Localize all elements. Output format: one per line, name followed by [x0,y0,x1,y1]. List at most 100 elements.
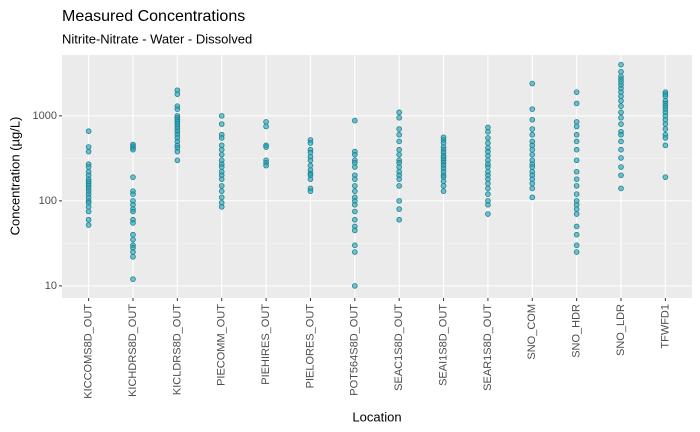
point [618,93,624,100]
point [618,164,624,170]
x-tick-label: SNO_COM [526,304,538,360]
x-tick-label: KICHDRS8D_OUT [127,304,139,397]
point [174,106,181,112]
point [573,100,580,107]
x-tick-label: KICCOMS8D_OUT [83,304,95,399]
point [573,223,580,230]
point [485,164,491,170]
point [440,188,447,194]
point [529,116,536,123]
point [662,121,669,127]
y-axis-label: Concentration (µg/L) [7,117,22,236]
point [529,185,536,192]
point [174,148,181,155]
y-tick-label: 100 [39,195,57,207]
point [573,157,580,164]
point [352,283,358,289]
chart-title: Measured Concentrations [62,8,245,25]
point [85,128,92,135]
point [396,131,402,138]
x-tick-label: KICLDRS8D_OUT [171,304,183,395]
point [485,201,491,208]
point [618,114,624,121]
points [85,61,669,289]
x-tick-label: SNO_HDR [571,304,583,358]
chart-subtitle: Nitrite-Nitrate - Water - Dissolved [62,31,252,46]
point [529,180,536,187]
point [573,191,580,197]
point [485,140,491,146]
point [573,231,580,238]
point [529,194,536,201]
point [573,138,580,145]
point [396,164,402,170]
x-tick-label: POT564S8D_OUT [349,304,361,396]
point [618,146,624,153]
y-tick-label: 1000 [33,110,57,122]
point [662,93,669,100]
point [85,144,92,150]
point [263,123,269,130]
point [218,146,225,153]
point [85,208,92,215]
point [218,188,225,194]
point [573,123,580,130]
point [130,253,136,260]
point [529,164,536,170]
point [218,121,225,127]
point [618,98,624,104]
point [485,211,491,217]
point [263,144,269,150]
point [485,180,491,187]
point [130,220,136,226]
point [218,164,225,170]
point [396,146,402,153]
point [85,164,92,170]
point [85,204,92,210]
point [485,128,491,135]
plot-panel [62,55,692,298]
point [307,157,314,164]
point [573,119,580,125]
point [130,191,136,197]
point [218,183,225,189]
point [174,91,181,97]
point [485,185,491,192]
point [662,174,669,180]
x-tick-label: PIECOMM_OUT [216,304,228,386]
point [396,183,402,189]
point [307,176,314,182]
point [529,131,536,138]
point [618,138,624,145]
point [618,109,624,116]
point [573,176,580,182]
point [218,113,225,119]
point [529,151,536,158]
point [352,183,358,189]
point [130,208,136,215]
x-tick-label: SNO_LDR [615,304,627,356]
x-tick-label: TFWFD1 [659,304,671,349]
x-tick-label: SEAC1S8D_OUT [393,304,405,391]
point [662,135,669,141]
point [573,89,580,95]
x-tick-label: PIEHIRES_OUT [260,304,272,385]
point [573,249,580,255]
point [396,216,402,223]
point [573,146,580,153]
point [485,152,491,159]
point [396,198,402,204]
x-axis-label: Location [352,409,401,424]
point [352,117,358,124]
x-tick-label: SEAI1S8D_OUT [437,304,449,386]
point [396,176,402,182]
point [352,176,358,182]
point [618,68,624,75]
point [218,194,225,201]
point [573,206,580,212]
point [573,183,580,189]
point [130,146,136,153]
point [618,131,624,138]
